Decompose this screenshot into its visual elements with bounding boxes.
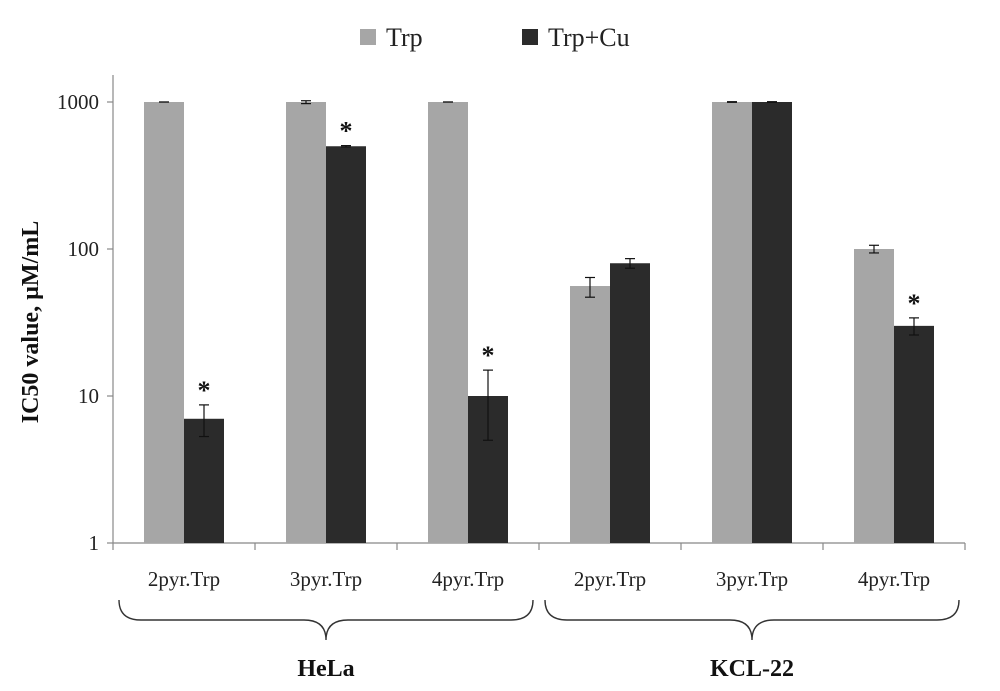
- bar: [894, 325, 934, 543]
- x-tick-label: 3pyr.Trp: [716, 567, 788, 591]
- category-labels: 2pyr.Trp 3pyr.Trp 4pyr.Trp 2pyr.Trp 3pyr.Trp…: [118, 567, 960, 682]
- bar: [286, 102, 326, 543]
- bar: [752, 102, 792, 543]
- bar: [854, 249, 894, 543]
- x-tick-label: 4pyr.Trp: [432, 567, 504, 591]
- x-tick-label: 2pyr.Trp: [148, 567, 220, 591]
- bar: [610, 263, 650, 543]
- group-brace: [118, 599, 534, 641]
- y-tick-label: 10: [78, 384, 99, 408]
- y-axis-title: IC50 value, µM/mL: [18, 221, 44, 424]
- significance-star: *: [198, 376, 211, 405]
- significance-star: *: [340, 117, 353, 146]
- significance-star: *: [482, 341, 495, 370]
- group-label: KCL-22: [710, 656, 794, 682]
- x-tick-label: 2pyr.Trp: [574, 567, 646, 591]
- legend: Trp Trp+Cu: [360, 23, 630, 52]
- y-axis-title-group: IC50 value, µM/mL: [18, 221, 44, 424]
- group-brace: [544, 599, 960, 641]
- bars: * * * *: [144, 100, 934, 543]
- legend-label: Trp: [386, 23, 423, 52]
- y-tick-label: 1000: [57, 90, 99, 114]
- y-tick-label: 100: [68, 237, 100, 261]
- significance-star: *: [908, 289, 921, 318]
- x-tick-label: 4pyr.Trp: [858, 567, 930, 591]
- bar: [326, 146, 366, 543]
- group-label: HeLa: [297, 656, 354, 682]
- legend-label: Trp+Cu: [548, 23, 630, 52]
- bar: [184, 418, 224, 543]
- legend-swatch: [360, 29, 376, 45]
- bar: [144, 102, 184, 543]
- bar: [712, 102, 752, 543]
- x-tick-label: 3pyr.Trp: [290, 567, 362, 591]
- bar: [570, 286, 610, 543]
- axes: 1 10 100 1000: [57, 75, 966, 555]
- y-tick-label: 1: [89, 531, 100, 555]
- legend-swatch: [522, 29, 538, 45]
- bar: [428, 102, 468, 543]
